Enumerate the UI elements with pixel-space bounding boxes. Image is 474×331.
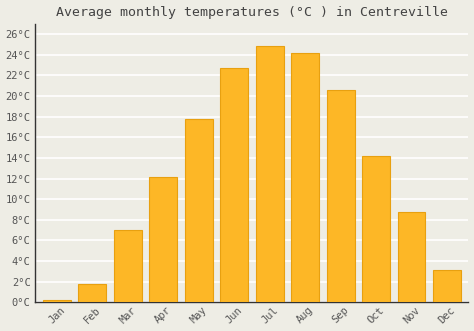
Bar bbox=[398, 212, 426, 302]
Bar bbox=[185, 119, 212, 302]
Bar bbox=[114, 230, 142, 302]
Bar bbox=[433, 270, 461, 302]
Bar bbox=[220, 68, 248, 302]
Title: Average monthly temperatures (°C ) in Centreville: Average monthly temperatures (°C ) in Ce… bbox=[56, 6, 448, 19]
Bar bbox=[327, 90, 355, 302]
Bar bbox=[149, 176, 177, 302]
Bar bbox=[256, 46, 283, 302]
Bar bbox=[362, 156, 390, 302]
Bar bbox=[78, 284, 106, 302]
Bar bbox=[43, 300, 71, 302]
Bar bbox=[292, 53, 319, 302]
